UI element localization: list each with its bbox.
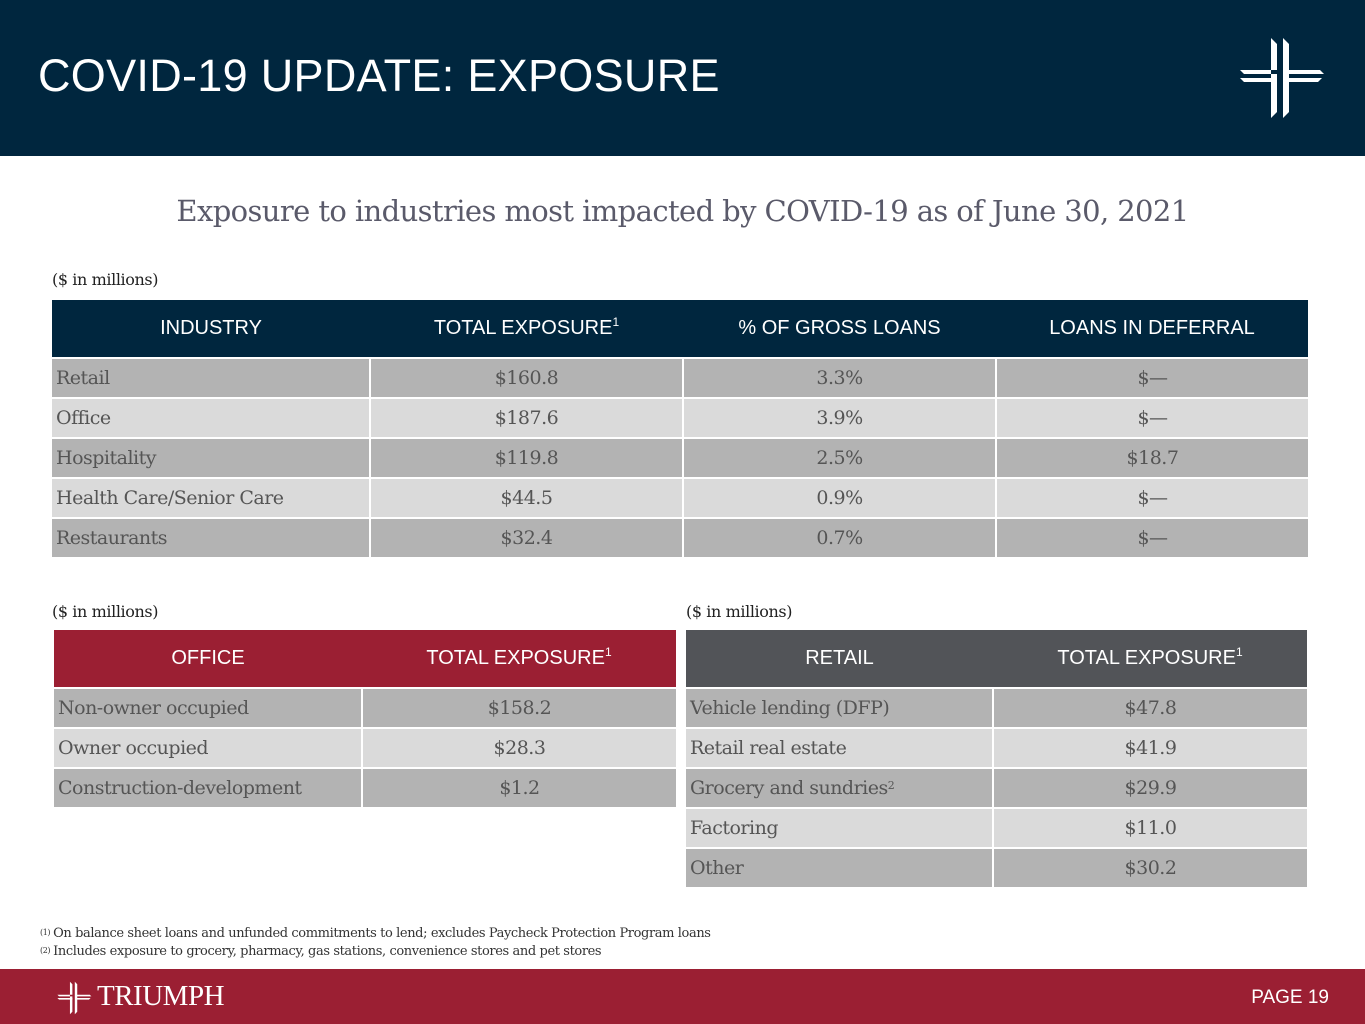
- total-exposure-cell: $30.2: [992, 847, 1307, 889]
- total-exposure-cell: $32.4: [369, 517, 684, 559]
- column-header-total-exposure: TOTAL EXPOSURE1: [993, 630, 1307, 688]
- retail-category-cell: Factoring: [686, 807, 994, 849]
- loans-in-deferral-cell: $—: [995, 477, 1308, 519]
- loans-in-deferral-cell: $—: [995, 517, 1308, 559]
- page-title: COVID-19 UPDATE: EXPOSURE: [38, 50, 720, 101]
- table-row: Grocery and sundries2 $29.9: [686, 767, 1307, 809]
- table-row: Health Care/Senior Care $44.5 0.9% $—: [52, 477, 1308, 519]
- total-exposure-cell: $1.2: [361, 767, 676, 809]
- column-header-office: OFFICE: [54, 630, 362, 688]
- pct-gross-loans-cell: 0.9%: [682, 477, 997, 519]
- retail-category-cell: Other: [686, 847, 994, 889]
- pct-gross-loans-cell: 3.9%: [682, 397, 997, 439]
- loans-in-deferral-cell: $—: [995, 397, 1308, 439]
- office-category-cell: Owner occupied: [54, 727, 363, 769]
- column-header-loans-in-deferral: LOANS IN DEFERRAL: [996, 300, 1308, 358]
- table-row: Owner occupied $28.3: [54, 727, 676, 769]
- footnote-2: (2) Includes exposure to grocery, pharmac…: [40, 944, 602, 959]
- total-exposure-cell: $187.6: [369, 397, 684, 439]
- triumph-cross-logo-icon: [1240, 38, 1324, 118]
- total-exposure-cell: $158.2: [361, 687, 676, 729]
- office-exposure-table: OFFICE TOTAL EXPOSURE1 Non-owner occupie…: [54, 630, 676, 809]
- retail-category-cell: Vehicle lending (DFP): [686, 687, 994, 729]
- total-exposure-cell: $47.8: [992, 687, 1307, 729]
- loans-in-deferral-cell: $18.7: [995, 437, 1308, 479]
- column-header-total-exposure: TOTAL EXPOSURE1: [370, 300, 683, 358]
- column-header-retail: RETAIL: [686, 630, 993, 688]
- total-exposure-cell: $11.0: [992, 807, 1307, 849]
- total-exposure-cell: $28.3: [361, 727, 676, 769]
- table-header-row: INDUSTRY TOTAL EXPOSURE1 % OF GROSS LOAN…: [52, 300, 1308, 358]
- table-header-row: RETAIL TOTAL EXPOSURE1: [686, 630, 1307, 688]
- header-bar: COVID-19 UPDATE: EXPOSURE: [0, 0, 1365, 156]
- retail-exposure-table: RETAIL TOTAL EXPOSURE1 Vehicle lending (…: [686, 630, 1307, 889]
- footnote-1: (1) On balance sheet loans and unfunded c…: [40, 926, 711, 941]
- column-header-pct-gross-loans: % OF GROSS LOANS: [683, 300, 996, 358]
- table-row: Retail $160.8 3.3% $—: [52, 357, 1308, 399]
- industry-cell: Hospitality: [52, 437, 371, 479]
- page-number: PAGE 19: [1251, 987, 1329, 1008]
- footnotes: (1) On balance sheet loans and unfunded c…: [40, 925, 711, 961]
- table-row: Office $187.6 3.9% $—: [52, 397, 1308, 439]
- industry-exposure-table: INDUSTRY TOTAL EXPOSURE1 % OF GROSS LOAN…: [52, 300, 1308, 559]
- industry-cell: Office: [52, 397, 371, 439]
- table-row: Restaurants $32.4 0.7% $—: [52, 517, 1308, 559]
- triumph-cross-logo-icon: [57, 981, 92, 1015]
- office-category-cell: Non-owner occupied: [54, 687, 363, 729]
- industry-cell: Health Care/Senior Care: [52, 477, 371, 519]
- column-header-total-exposure: TOTAL EXPOSURE1: [362, 630, 676, 688]
- table-row: Non-owner occupied $158.2: [54, 687, 676, 729]
- brand-wordmark: TRIUMPH: [97, 980, 225, 1012]
- table-row: Vehicle lending (DFP) $47.8: [686, 687, 1307, 729]
- exposure-subtitle: Exposure to industries most impacted by …: [176, 194, 1189, 228]
- main-table-units: ($ in millions): [52, 270, 159, 289]
- pct-gross-loans-cell: 3.3%: [682, 357, 997, 399]
- office-category-cell: Construction-development: [54, 767, 363, 809]
- total-exposure-cell: $41.9: [992, 727, 1307, 769]
- industry-cell: Retail: [52, 357, 371, 399]
- loans-in-deferral-cell: $—: [995, 357, 1308, 399]
- total-exposure-cell: $119.8: [369, 437, 684, 479]
- table-row: Hospitality $119.8 2.5% $18.7: [52, 437, 1308, 479]
- industry-cell: Restaurants: [52, 517, 371, 559]
- total-exposure-cell: $44.5: [369, 477, 684, 519]
- retail-category-cell: Grocery and sundries2: [686, 767, 994, 809]
- footer-bar: TRIUMPH PAGE 19: [0, 969, 1365, 1024]
- office-table-units: ($ in millions): [52, 602, 159, 621]
- footnote-marker: 2: [887, 779, 895, 792]
- total-exposure-cell: $160.8: [369, 357, 684, 399]
- pct-gross-loans-cell: 0.7%: [682, 517, 997, 559]
- table-row: Retail real estate $41.9: [686, 727, 1307, 769]
- retail-category-cell: Retail real estate: [686, 727, 994, 769]
- table-row: Other $30.2: [686, 847, 1307, 889]
- table-row: Factoring $11.0: [686, 807, 1307, 849]
- table-header-row: OFFICE TOTAL EXPOSURE1: [54, 630, 676, 688]
- pct-gross-loans-cell: 2.5%: [682, 437, 997, 479]
- table-row: Construction-development $1.2: [54, 767, 676, 809]
- total-exposure-cell: $29.9: [992, 767, 1307, 809]
- column-header-industry: INDUSTRY: [52, 300, 370, 358]
- retail-table-units: ($ in millions): [686, 602, 793, 621]
